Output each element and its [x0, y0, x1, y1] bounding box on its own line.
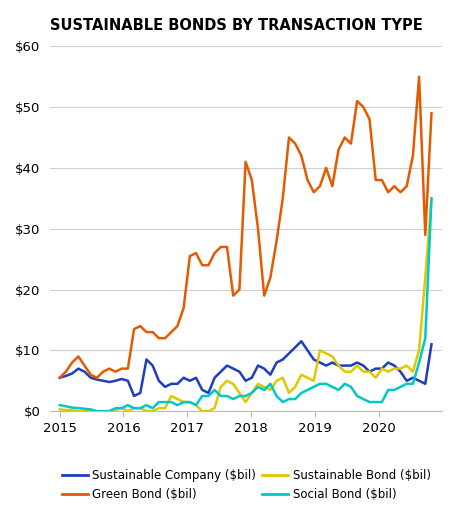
Text: SUSTAINABLE BONDS BY TRANSACTION TYPE: SUSTAINABLE BONDS BY TRANSACTION TYPE: [50, 17, 422, 32]
Legend: Sustainable Company ($bil), Green Bond ($bil), Sustainable Bond ($bil), Social B: Sustainable Company ($bil), Green Bond (…: [57, 465, 435, 506]
